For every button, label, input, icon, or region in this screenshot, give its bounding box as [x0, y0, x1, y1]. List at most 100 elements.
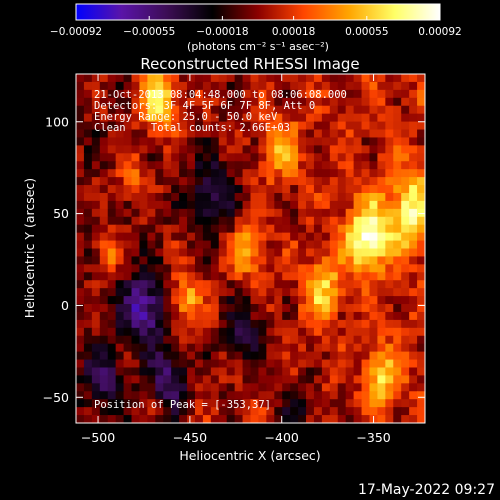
heatmap-cell [329, 383, 339, 392]
heatmap-cell [139, 296, 148, 305]
heatmap-cell [377, 185, 386, 194]
heatmap-cell [290, 169, 299, 178]
heatmap-cell [107, 311, 117, 321]
heatmap-cell [385, 169, 394, 178]
heatmap-cell [345, 137, 355, 146]
heatmap-cell [187, 335, 196, 345]
heatmap-cell [155, 121, 164, 131]
heatmap-cell [250, 327, 260, 337]
heatmap-cell [321, 153, 331, 162]
heatmap-cell [298, 200, 307, 210]
heatmap-cell [91, 248, 101, 258]
heatmap-cell [250, 319, 260, 329]
heatmap-cell [171, 240, 180, 250]
heatmap-cell [115, 137, 125, 146]
heatmap-cell [155, 137, 164, 146]
heatmap-cell [258, 415, 267, 423]
heatmap-cell [306, 89, 315, 99]
heatmap-cell [282, 311, 291, 321]
heatmap-cell [187, 296, 196, 305]
heatmap-cell [417, 264, 425, 273]
heatmap-cell [83, 185, 93, 194]
heatmap-cell [353, 304, 363, 313]
heatmap-cell [321, 113, 331, 123]
heatmap-cell [361, 240, 371, 250]
heatmap-cell [306, 296, 315, 305]
heatmap-cell [171, 97, 180, 107]
heatmap-cell [226, 304, 236, 313]
heatmap-cell [306, 359, 315, 369]
heatmap-cell [393, 256, 402, 265]
heatmap-cell [194, 97, 204, 107]
heatmap-cell [282, 256, 291, 265]
heatmap-cell [266, 375, 275, 384]
heatmap-cell [321, 81, 331, 91]
heatmap-cell [337, 264, 347, 273]
heatmap-cell [226, 359, 236, 369]
heatmap-cell [290, 256, 299, 265]
heatmap-cell [385, 121, 394, 131]
heatmap-cell [345, 89, 355, 99]
heatmap-cell [76, 177, 85, 186]
heatmap-cell [91, 232, 101, 242]
heatmap-cell [306, 97, 315, 107]
heatmap-cell [329, 407, 339, 416]
heatmap-cell [290, 351, 299, 361]
heatmap-cell [409, 232, 418, 242]
heatmap-cell [298, 343, 307, 353]
heatmap-cell [76, 89, 85, 99]
heatmap-cell [242, 185, 252, 194]
heatmap-cell [187, 415, 196, 423]
heatmap-cell [274, 359, 283, 369]
heatmap-cell [107, 232, 117, 242]
heatmap-cell [131, 240, 141, 250]
heatmap-cell [401, 113, 410, 123]
heatmap-cell [266, 169, 275, 178]
heatmap-cell [290, 367, 299, 377]
heatmap-cell [337, 311, 347, 321]
heatmap-cell [353, 319, 363, 329]
heatmap-cell [337, 296, 347, 305]
heatmap-cell [76, 200, 85, 210]
heatmap-cell [147, 200, 156, 210]
heatmap-cell [179, 359, 188, 369]
heatmap-cell [353, 240, 363, 250]
heatmap-cell [329, 137, 339, 146]
heatmap-cell [147, 367, 156, 377]
heatmap-cell [123, 97, 133, 107]
heatmap-cell [329, 256, 339, 265]
heatmap-cell [115, 335, 125, 345]
heatmap-cell [369, 161, 379, 170]
heatmap-cell [218, 335, 228, 345]
heatmap-cell [250, 185, 260, 194]
heatmap-cell [377, 311, 386, 321]
heatmap-cell [226, 240, 236, 250]
heatmap-cell [202, 105, 212, 115]
heatmap-cell [313, 272, 323, 281]
chart-title: Reconstructed RHESSI Image [140, 55, 359, 73]
heatmap-cell [218, 129, 228, 139]
heatmap-cell [210, 407, 220, 416]
annotation-energy-range: Energy Range: 25.0 - 50.0 keV [94, 111, 278, 123]
heatmap-cell [290, 304, 299, 313]
heatmap-cell [282, 415, 291, 423]
heatmap-cell [353, 113, 363, 123]
heatmap-cell [163, 161, 172, 170]
heatmap-cell [337, 367, 347, 377]
heatmap-cell [155, 311, 164, 321]
heatmap-cell [337, 415, 347, 423]
heatmap-cell [337, 74, 347, 83]
heatmap-cell [329, 264, 339, 273]
heatmap-cell [298, 216, 307, 226]
heatmap-cell [210, 280, 220, 289]
heatmap-cell [369, 319, 379, 329]
heatmap-cell [313, 256, 323, 265]
heatmap-cell [139, 169, 148, 178]
heatmap-cell [163, 391, 172, 400]
heatmap-cell [179, 319, 188, 329]
heatmap-cell [417, 89, 425, 99]
heatmap-cell [417, 335, 425, 345]
heatmap-cell [306, 169, 315, 178]
heatmap-cell [393, 89, 402, 99]
heatmap-cell [210, 216, 220, 226]
